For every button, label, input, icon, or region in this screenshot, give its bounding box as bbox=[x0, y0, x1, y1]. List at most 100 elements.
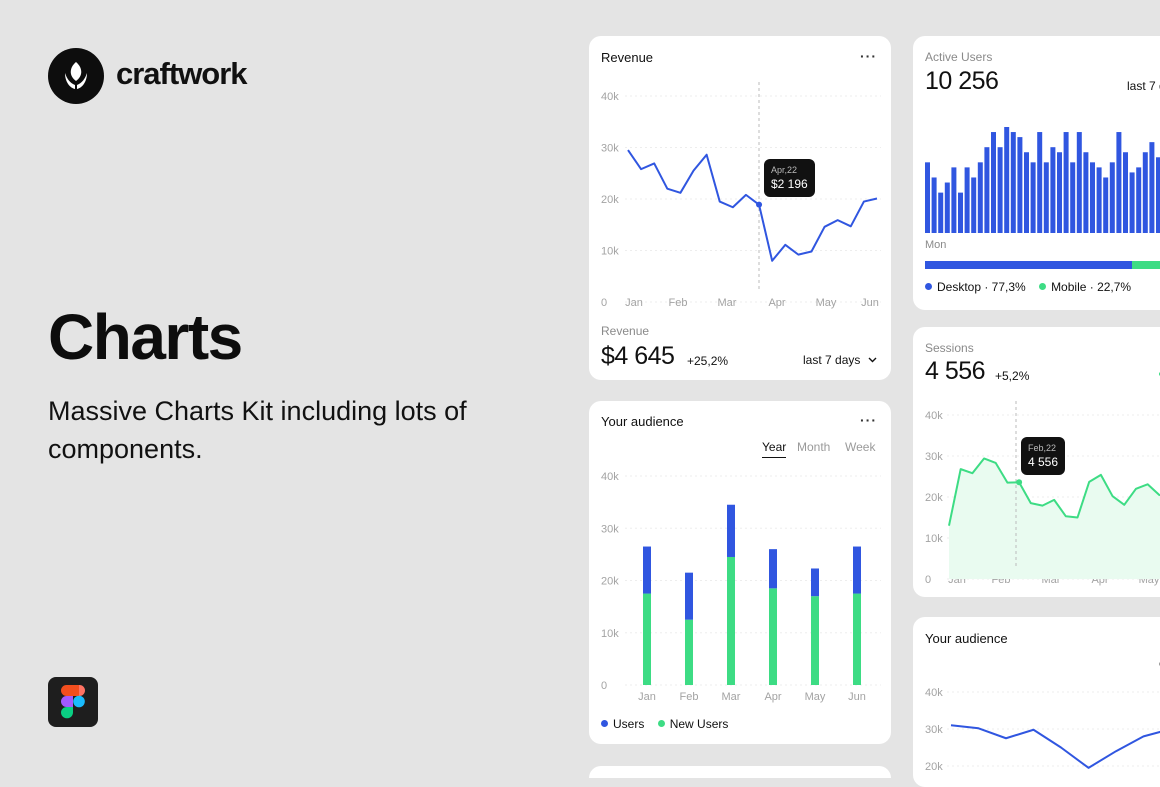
active-users-bar[interactable] bbox=[1057, 152, 1062, 233]
revenue-line bbox=[627, 149, 878, 262]
bar-new-users-feb[interactable] bbox=[685, 619, 693, 685]
revenue-more-icon[interactable]: ··· bbox=[860, 48, 877, 64]
sessions-line bbox=[948, 457, 1160, 526]
revenue-x-tick: Jan bbox=[625, 297, 643, 309]
active-users-bar[interactable] bbox=[1050, 147, 1056, 233]
active-users-bar[interactable] bbox=[1149, 142, 1155, 233]
active-users-bar[interactable] bbox=[938, 192, 944, 233]
audience-x-tick: Mar bbox=[722, 691, 741, 703]
legend-users-label: Users bbox=[613, 717, 645, 731]
audience-x-tick: Apr bbox=[764, 691, 781, 703]
revenue-x-tick: Feb bbox=[669, 297, 688, 309]
sessions-highlight-point bbox=[1016, 479, 1023, 486]
active-users-bar[interactable] bbox=[1129, 172, 1135, 233]
active-users-bar[interactable] bbox=[1123, 152, 1128, 233]
figma-icon bbox=[61, 685, 85, 719]
active-users-legend: Desktop · 77,3% Mobile · 22,7% bbox=[925, 280, 1141, 294]
active-users-bar[interactable] bbox=[958, 192, 963, 233]
page-title: Charts bbox=[48, 301, 243, 373]
sessions-card: 0 10k 20k 30k 40k Jan Feb Mar Apr May Sessions 4 … bbox=[913, 327, 1160, 597]
audience-y-tick: 0 bbox=[601, 680, 607, 692]
revenue-delta: +25,2% bbox=[687, 354, 729, 368]
bar-new-users-jan[interactable] bbox=[643, 593, 651, 685]
audience-y-tick: 40k bbox=[601, 471, 619, 483]
figma-badge[interactable] bbox=[48, 677, 98, 727]
brand-name: craftwork bbox=[116, 56, 248, 91]
active-users-bar[interactable] bbox=[1136, 167, 1142, 233]
bar-users-apr[interactable] bbox=[769, 549, 777, 589]
sessions-y-tick: 0 bbox=[925, 574, 931, 586]
tab-year[interactable]: Year bbox=[762, 440, 787, 458]
page-subtitle: Massive Charts Kit including lots of com… bbox=[48, 396, 467, 464]
revenue-summary-label: Revenue bbox=[601, 324, 650, 338]
sessions-tooltip: Feb,22 4 556 bbox=[1021, 437, 1066, 475]
audience-more-icon[interactable]: ··· bbox=[860, 412, 877, 428]
active-users-bar[interactable] bbox=[1070, 162, 1076, 233]
active-users-bar[interactable] bbox=[1083, 152, 1089, 233]
audience-y-tick: 20k bbox=[601, 576, 619, 588]
audience-2-y-tick: 20k bbox=[925, 761, 943, 773]
active-users-bar[interactable] bbox=[925, 162, 930, 233]
tab-week[interactable]: Week bbox=[845, 440, 876, 454]
bar-new-users-apr[interactable] bbox=[769, 588, 777, 685]
active-users-card: Active Users 10 256 last 7 d Mon Desktop… bbox=[913, 36, 1160, 310]
revenue-y-tick: 20k bbox=[601, 194, 619, 206]
active-users-bar[interactable] bbox=[997, 147, 1003, 233]
active-users-bar[interactable] bbox=[944, 182, 950, 233]
bar-users-mar[interactable] bbox=[727, 504, 735, 557]
revenue-highlight-point bbox=[756, 201, 763, 208]
active-users-bar[interactable] bbox=[1037, 132, 1043, 233]
revenue-period-dropdown[interactable]: last 7 days bbox=[803, 353, 877, 367]
bar-users-jun[interactable] bbox=[853, 546, 861, 594]
active-users-bar[interactable] bbox=[984, 147, 990, 233]
legend-new-users: New Users bbox=[657, 717, 728, 731]
active-users-bar[interactable] bbox=[1076, 132, 1082, 233]
revenue-chart: 0 10k 20k 30k 40k Jan Feb Mar Apr May Jun bbox=[601, 82, 881, 309]
revenue-y-tick: 10k bbox=[601, 246, 619, 258]
active-users-bar[interactable] bbox=[964, 167, 970, 233]
active-users-bar[interactable] bbox=[1156, 157, 1160, 233]
bar-new-users-jun[interactable] bbox=[853, 593, 861, 685]
sessions-y-tick: 20k bbox=[925, 492, 943, 504]
active-users-bar[interactable] bbox=[1017, 137, 1023, 233]
active-users-bar[interactable] bbox=[1010, 132, 1016, 233]
active-users-bar[interactable] bbox=[1024, 152, 1029, 233]
active-users-bar[interactable] bbox=[931, 177, 937, 233]
desktop-share-bar bbox=[925, 261, 1132, 269]
revenue-tooltip: Apr,22 $2 196 bbox=[764, 159, 815, 197]
active-users-bar[interactable] bbox=[1030, 162, 1036, 233]
active-users-bar[interactable] bbox=[951, 167, 957, 233]
active-users-bar[interactable] bbox=[1043, 162, 1049, 233]
active-users-bar[interactable] bbox=[1096, 167, 1102, 233]
audience-2-y-tick: 30k bbox=[925, 724, 943, 736]
audience-card: 0 10k 20k 30k 40k Jan Feb Mar Apr May Jun Your aud… bbox=[589, 401, 891, 744]
bar-users-jan[interactable] bbox=[643, 546, 651, 594]
next-card-edge bbox=[589, 766, 891, 778]
revenue-x-tick: Mar bbox=[718, 297, 737, 309]
audience-x-tick: Feb bbox=[680, 691, 699, 703]
revenue-summary-value: $4 645 bbox=[601, 342, 675, 370]
tab-month[interactable]: Month bbox=[797, 440, 831, 454]
bar-users-may[interactable] bbox=[811, 568, 819, 597]
audience-card-2: 20k 30k 40k Your audience bbox=[913, 617, 1160, 787]
active-users-bar[interactable] bbox=[1109, 162, 1115, 233]
bar-users-feb[interactable] bbox=[685, 572, 693, 620]
audience-legend: Users New Users bbox=[601, 717, 738, 731]
active-users-bar[interactable] bbox=[1116, 132, 1122, 233]
active-users-bar[interactable] bbox=[1063, 132, 1069, 233]
users-dot bbox=[601, 720, 608, 727]
bar-new-users-may[interactable] bbox=[811, 596, 819, 685]
active-users-bar[interactable] bbox=[977, 162, 983, 233]
sessions-y-tick: 40k bbox=[925, 410, 943, 422]
active-users-bar[interactable] bbox=[1004, 127, 1010, 233]
active-users-bar[interactable] bbox=[1142, 152, 1148, 233]
active-users-title: Active Users bbox=[925, 50, 993, 64]
active-users-bar[interactable] bbox=[1103, 177, 1109, 233]
active-users-bar[interactable] bbox=[971, 177, 977, 233]
bar-new-users-mar[interactable] bbox=[727, 556, 735, 685]
active-users-bar[interactable] bbox=[1090, 162, 1095, 233]
active-users-bar[interactable] bbox=[991, 132, 996, 233]
audience-x-tick: Jan bbox=[638, 691, 656, 703]
active-users-period[interactable]: last 7 d bbox=[1127, 79, 1160, 93]
audience-y-tick: 10k bbox=[601, 628, 619, 640]
